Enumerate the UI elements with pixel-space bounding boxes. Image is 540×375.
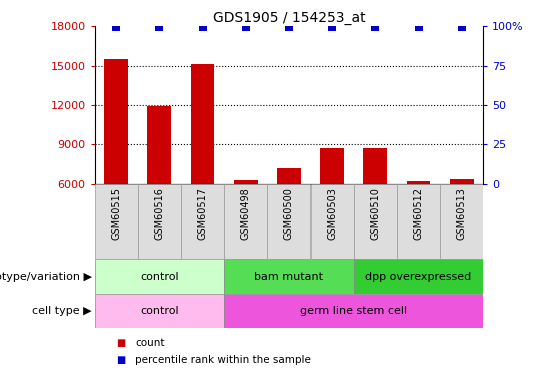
Bar xyxy=(397,184,440,259)
Bar xyxy=(407,181,430,184)
Bar xyxy=(363,148,387,184)
Text: germ line stem cell: germ line stem cell xyxy=(300,306,407,316)
Text: GSM60516: GSM60516 xyxy=(154,188,164,240)
Bar xyxy=(94,259,224,294)
Bar xyxy=(224,294,483,328)
Text: GSM60513: GSM60513 xyxy=(457,188,467,240)
Text: GSM60517: GSM60517 xyxy=(198,188,207,240)
Bar xyxy=(181,184,224,259)
Text: cell type ▶: cell type ▶ xyxy=(32,306,92,316)
Text: control: control xyxy=(140,272,179,282)
Text: ■: ■ xyxy=(116,338,125,348)
Bar xyxy=(267,184,310,259)
Text: bam mutant: bam mutant xyxy=(254,272,323,282)
Bar xyxy=(320,148,344,184)
Bar xyxy=(450,178,474,184)
Bar xyxy=(147,106,171,184)
Point xyxy=(328,24,336,30)
Text: GSM60503: GSM60503 xyxy=(327,188,337,240)
Bar xyxy=(354,184,397,259)
Point xyxy=(198,24,207,30)
Bar xyxy=(277,168,301,184)
Bar xyxy=(191,64,214,184)
Text: ■: ■ xyxy=(116,355,125,365)
Point xyxy=(112,24,120,30)
Bar xyxy=(440,184,483,259)
Text: GSM60515: GSM60515 xyxy=(111,188,121,240)
Point xyxy=(457,24,466,30)
Text: count: count xyxy=(135,338,165,348)
Bar xyxy=(234,180,258,184)
Text: genotype/variation ▶: genotype/variation ▶ xyxy=(0,272,92,282)
Point xyxy=(285,24,293,30)
Text: percentile rank within the sample: percentile rank within the sample xyxy=(135,355,311,365)
Text: control: control xyxy=(140,306,179,316)
Bar xyxy=(310,184,354,259)
Bar xyxy=(138,184,181,259)
Bar xyxy=(104,59,128,184)
Text: dpp overexpressed: dpp overexpressed xyxy=(366,272,471,282)
Bar xyxy=(94,184,138,259)
Point xyxy=(155,24,164,30)
Text: GSM60512: GSM60512 xyxy=(414,188,423,240)
Text: GSM60498: GSM60498 xyxy=(241,188,251,240)
Bar xyxy=(224,184,267,259)
Point xyxy=(414,24,423,30)
Text: GSM60510: GSM60510 xyxy=(370,188,380,240)
Bar xyxy=(94,294,224,328)
Point xyxy=(241,24,250,30)
Bar xyxy=(354,259,483,294)
Bar xyxy=(224,259,354,294)
Point xyxy=(371,24,380,30)
Text: GSM60500: GSM60500 xyxy=(284,188,294,240)
Title: GDS1905 / 154253_at: GDS1905 / 154253_at xyxy=(213,11,365,25)
